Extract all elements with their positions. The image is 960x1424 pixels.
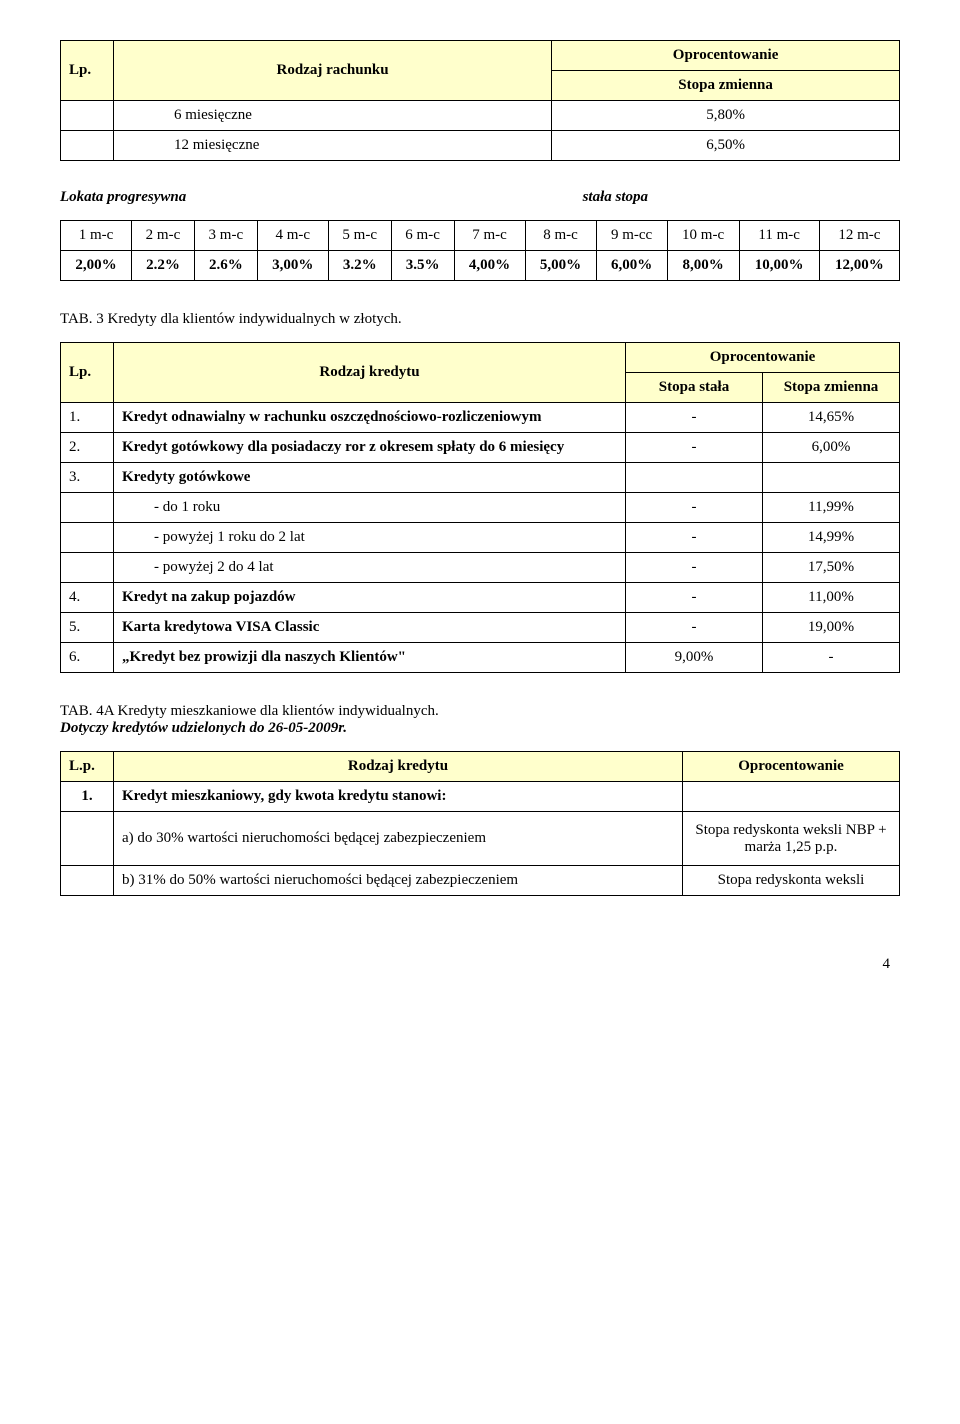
col-rodzaj: Rodzaj rachunku: [114, 41, 552, 101]
col-stopa: Stopa zmienna: [552, 71, 900, 101]
table-row: 5. Karta kredytowa VISA Classic - 19,00%: [61, 613, 900, 643]
col-lp: L.p.: [61, 752, 114, 782]
col-stala: Stopa stała: [626, 373, 763, 403]
lokata-title: Lokata progresywna: [60, 189, 186, 206]
tab3-title: TAB. 3 Kredyty dla klientów indywidualny…: [60, 311, 900, 328]
lokata-heading: Lokata progresywna stała stopa: [60, 189, 648, 206]
col-opro: Oprocentowanie: [683, 752, 900, 782]
table-row: a) do 30% wartości nieruchomości będącej…: [61, 812, 900, 866]
table-row: 2. Kredyt gotówkowy dla posiadaczy ror z…: [61, 433, 900, 463]
tab4a-subtitle: Dotyczy kredytów udzielonych do 26-05-20…: [60, 720, 900, 737]
table-row: - powyżej 2 do 4 lat - 17,50%: [61, 553, 900, 583]
table-row: 6 miesięczne 5,80%: [61, 101, 900, 131]
table-row: 3. Kredyty gotówkowe: [61, 463, 900, 493]
table-lokata: 1 m-c 2 m-c 3 m-c 4 m-c 5 m-c 6 m-c 7 m-…: [60, 220, 900, 281]
col-rodzaj: Rodzaj kredytu: [114, 343, 626, 403]
row-label: 6 miesięczne: [114, 101, 552, 131]
col-rodzaj: Rodzaj kredytu: [114, 752, 683, 782]
table-row: b) 31% do 50% wartości nieruchomości będ…: [61, 866, 900, 896]
col-lp: Lp.: [61, 41, 114, 101]
lokata-value-row: 2,00% 2.2% 2.6% 3,00% 3.2% 3.5% 4,00% 5,…: [61, 251, 900, 281]
table-row: 4. Kredyt na zakup pojazdów - 11,00%: [61, 583, 900, 613]
col-opro: Oprocentowanie: [552, 41, 900, 71]
table-row: 12 miesięczne 6,50%: [61, 131, 900, 161]
table-kredyty: Lp. Rodzaj kredytu Oprocentowanie Stopa …: [60, 342, 900, 673]
table-row: 6. „Kredyt bez prowizji dla naszych Klie…: [61, 643, 900, 673]
table-row: 1. Kredyt odnawialny w rachunku oszczędn…: [61, 403, 900, 433]
lokata-subtitle: stała stopa: [583, 189, 648, 206]
row-value: 6,50%: [552, 131, 900, 161]
table-row: - powyżej 1 roku do 2 lat - 14,99%: [61, 523, 900, 553]
tab4a-title: TAB. 4A Kredyty mieszkaniowe dla klientó…: [60, 703, 900, 720]
col-lp: Lp.: [61, 343, 114, 403]
row-value: 5,80%: [552, 101, 900, 131]
row-label: 12 miesięczne: [114, 131, 552, 161]
table-row: 1. Kredyt mieszkaniowy, gdy kwota kredyt…: [61, 782, 900, 812]
table-mieszkaniowe: L.p. Rodzaj kredytu Oprocentowanie 1. Kr…: [60, 751, 900, 896]
lokata-header-row: 1 m-c 2 m-c 3 m-c 4 m-c 5 m-c 6 m-c 7 m-…: [61, 221, 900, 251]
table-row: - do 1 roku - 11,99%: [61, 493, 900, 523]
col-zmienna: Stopa zmienna: [763, 373, 900, 403]
table-rachunku: Lp. Rodzaj rachunku Oprocentowanie Stopa…: [60, 40, 900, 161]
col-opro: Oprocentowanie: [626, 343, 900, 373]
page-number: 4: [60, 956, 900, 973]
